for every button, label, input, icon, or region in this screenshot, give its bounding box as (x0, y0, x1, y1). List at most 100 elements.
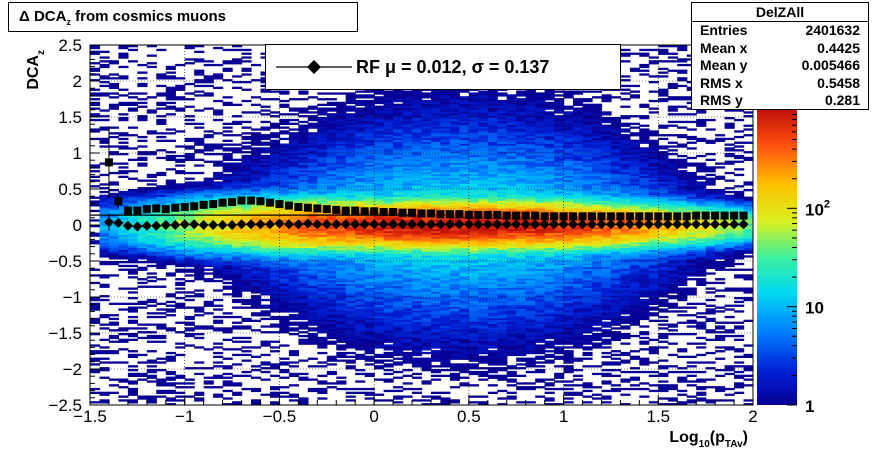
heatmap-cell (459, 198, 470, 201)
heatmap-cell (431, 403, 442, 405)
heatmap-cell (279, 238, 290, 241)
heatmap-cell (449, 367, 460, 370)
heatmap-cell (355, 357, 366, 360)
heatmap-cell (402, 139, 413, 142)
heatmap-cell (393, 274, 404, 277)
heatmap-cell (402, 217, 413, 220)
heatmap-cell (288, 230, 299, 233)
heatmap-cell (108, 317, 119, 321)
heatmap-cell (440, 209, 451, 213)
heatmap-cell (345, 293, 356, 296)
heatmap-cell (317, 128, 328, 131)
heatmap-cell (431, 264, 442, 268)
heatmap-cell (175, 346, 186, 349)
heatmap-cell (118, 196, 129, 199)
heatmap-cell (270, 181, 281, 184)
heatmap-cell (412, 372, 423, 376)
heatmap-cell (345, 206, 356, 209)
heatmap-cell (364, 145, 375, 148)
heatmap-cell (440, 338, 451, 341)
heatmap-cell (364, 264, 375, 268)
heatmap-cell (393, 103, 404, 106)
heatmap-cell (298, 226, 309, 230)
heatmap-cell (393, 153, 404, 156)
heatmap-cell (440, 211, 451, 214)
heatmap-cell (251, 242, 262, 245)
heatmap-cell (459, 306, 470, 309)
heatmap-cell (232, 81, 243, 84)
heatmap-cell (213, 355, 224, 358)
heatmap-cell (108, 211, 119, 214)
heatmap-cell (364, 118, 375, 122)
heatmap-cell (421, 287, 432, 290)
heatmap-cell (108, 192, 119, 196)
heatmap-cell (184, 185, 195, 188)
heatmap-cell (431, 99, 442, 103)
heatmap-cell (232, 185, 243, 188)
heatmap-cell (393, 297, 404, 300)
heatmap-cell (118, 251, 129, 254)
heatmap-cell (194, 79, 205, 82)
heatmap-cell (317, 219, 328, 222)
heatmap-cell (137, 257, 148, 260)
heatmap-cell (90, 357, 101, 360)
heatmap-cell (393, 401, 404, 404)
heatmap-cell (402, 291, 413, 294)
heatmap-cell (364, 202, 375, 205)
heatmap-cell (232, 272, 243, 275)
heatmap-cell (336, 259, 347, 262)
heatmap-cell (165, 209, 176, 213)
heatmap-cell (468, 304, 479, 307)
heatmap-cell (108, 242, 119, 245)
heatmap-cell (383, 234, 394, 237)
heatmap-cell (260, 317, 271, 321)
heatmap-cell (383, 122, 394, 125)
heatmap-cell (393, 363, 404, 366)
heatmap-cell (203, 153, 214, 156)
heatmap-cell (374, 124, 385, 127)
heatmap-cell (232, 207, 243, 211)
heatmap-cell (241, 206, 252, 209)
heatmap-cell (393, 236, 404, 239)
heatmap-cell (383, 134, 394, 137)
heatmap-cell (412, 361, 423, 364)
heatmap-cell (213, 247, 224, 250)
heatmap-cell (251, 389, 262, 393)
heatmap-cell (222, 257, 233, 260)
heatmap-cell (459, 365, 470, 368)
heatmap-cell (90, 234, 101, 237)
heatmap-cell (412, 132, 423, 135)
heatmap-cell (421, 365, 432, 368)
heatmap-cell (241, 135, 252, 139)
heatmap-cell (402, 209, 413, 213)
heatmap-cell (184, 274, 195, 277)
heatmap-cell (412, 175, 423, 178)
heatmap-cell (184, 238, 195, 241)
heatmap-cell (374, 219, 385, 222)
heatmap-cell (364, 350, 375, 353)
heatmap-cell (326, 185, 337, 188)
heatmap-cell (421, 289, 432, 292)
heatmap-cell (260, 189, 271, 192)
heatmap-cell (412, 340, 423, 343)
heatmap-cell (108, 207, 119, 211)
heatmap-cell (364, 272, 375, 275)
heatmap-cell (336, 105, 347, 108)
heatmap-cell (440, 213, 451, 216)
heatmap-cell (241, 281, 252, 285)
heatmap-cell (165, 243, 176, 247)
heatmap-cell (421, 168, 432, 171)
heatmap-cell (449, 105, 460, 108)
heatmap-cell (194, 306, 205, 309)
heatmap-cell (260, 314, 271, 317)
heatmap-cell (288, 297, 299, 300)
heatmap-cell (449, 183, 460, 186)
heatmap-cell (402, 113, 413, 116)
heatmap-cell (194, 60, 205, 63)
heatmap-cell (270, 367, 281, 370)
heatmap-cell (345, 122, 356, 125)
heatmap-cell (137, 232, 148, 235)
heatmap-cell (421, 232, 432, 235)
heatmap-cell (251, 262, 262, 266)
heatmap-cell (241, 52, 252, 55)
